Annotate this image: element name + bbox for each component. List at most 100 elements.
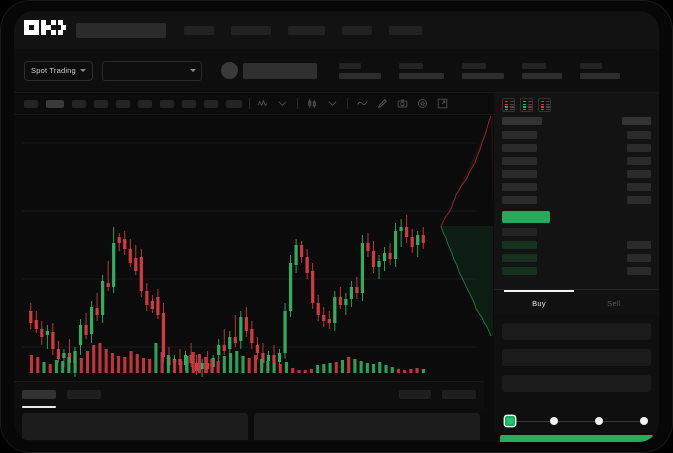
chevron-down-icon[interactable] — [277, 98, 288, 109]
top-navigation-bar — [14, 11, 659, 49]
active-tab-underline — [504, 290, 574, 292]
app-viewport: Spot Trading — [14, 11, 659, 442]
active-tab-underline — [22, 406, 56, 408]
amount-percent-stepper[interactable] — [494, 411, 659, 433]
ask-row-6-price[interactable] — [502, 196, 537, 204]
nav-item-4[interactable] — [342, 25, 372, 35]
toolbar-divider — [249, 98, 250, 109]
ask-row-3-price[interactable] — [502, 157, 537, 165]
bid-row-1-price[interactable] — [502, 228, 537, 236]
place-order-button[interactable] — [500, 435, 653, 442]
timeframe-button-7[interactable] — [160, 99, 174, 108]
timeframe-button-6[interactable] — [138, 99, 152, 108]
stepper-node-3[interactable] — [595, 417, 603, 425]
market-stat-value — [398, 72, 444, 79]
bid-row-4-size[interactable] — [627, 267, 651, 275]
market-type-label: Spot Trading — [31, 66, 76, 75]
indicator-icon[interactable] — [257, 98, 268, 109]
market-stat-label — [398, 62, 423, 69]
ask-row-4-size[interactable] — [627, 170, 651, 178]
market-stat-value — [579, 72, 620, 79]
nav-item-2[interactable] — [231, 25, 271, 35]
stepper-track[interactable] — [508, 421, 644, 423]
candlestick-icon[interactable] — [307, 98, 318, 109]
coin-avatar-icon — [220, 62, 238, 79]
orderbook-spread-price[interactable] — [502, 211, 550, 223]
orderbook-asks-icon[interactable] — [538, 98, 551, 112]
order-amount-field[interactable] — [502, 349, 651, 366]
market-type-selector[interactable]: Spot Trading — [24, 60, 93, 81]
orders-action-2[interactable] — [442, 390, 476, 399]
bottom-panel-1[interactable] — [22, 413, 248, 440]
market-stat-1 — [338, 62, 381, 79]
bottom-panel-2[interactable] — [254, 413, 480, 440]
search-input[interactable] — [76, 22, 166, 38]
ask-row-1-price[interactable] — [502, 131, 537, 139]
tab-buy[interactable]: Buy — [532, 298, 546, 308]
trading-pair-select[interactable] — [101, 60, 202, 81]
market-stat-value — [461, 72, 504, 79]
orders-tab-1[interactable] — [22, 390, 56, 399]
timeframe-button-2[interactable] — [46, 99, 64, 108]
toolbar-divider — [347, 98, 348, 109]
nav-item-3[interactable] — [288, 25, 325, 35]
market-stat-label — [461, 62, 486, 69]
order-price-field[interactable] — [502, 323, 651, 340]
ask-row-2-size[interactable] — [627, 144, 651, 152]
settings-gear-icon[interactable] — [417, 98, 428, 109]
ask-row-5-price[interactable] — [502, 183, 537, 191]
timeframe-button-8[interactable] — [182, 99, 196, 108]
orders-action-1[interactable] — [399, 390, 431, 399]
ask-row-4-price[interactable] — [502, 170, 537, 178]
last-price-value — [242, 62, 317, 79]
orderbook-header-size[interactable] — [622, 117, 651, 125]
market-stat-3 — [461, 62, 504, 79]
orderbook-header-price[interactable] — [502, 117, 542, 125]
okx-logo-icon[interactable] — [24, 20, 66, 40]
camera-snapshot-icon[interactable] — [397, 98, 408, 109]
timeframe-button-5[interactable] — [116, 99, 130, 108]
tab-sell[interactable]: Sell — [607, 298, 621, 308]
orderbook-both-icon[interactable] — [502, 98, 515, 112]
bid-row-3-size[interactable] — [627, 254, 651, 262]
ask-row-1-size[interactable] — [627, 131, 651, 139]
market-stats-group — [338, 62, 620, 79]
timeframe-button-1[interactable] — [24, 99, 38, 108]
market-stat-2 — [398, 62, 444, 79]
timeframe-button-9[interactable] — [204, 99, 218, 108]
drawing-pencil-icon[interactable] — [377, 98, 388, 109]
market-stat-label — [579, 62, 602, 69]
chevron-down-icon[interactable] — [327, 98, 338, 109]
ask-row-6-size[interactable] — [627, 196, 651, 204]
timeframe-button-10[interactable] — [226, 99, 242, 108]
market-stat-4 — [521, 62, 562, 79]
nav-item-1[interactable] — [184, 25, 214, 35]
bid-row-4-price[interactable] — [502, 267, 537, 275]
bid-row-2-price[interactable] — [502, 241, 537, 249]
price-chart[interactable] — [14, 115, 484, 381]
ask-row-3-size[interactable] — [627, 157, 651, 165]
fullscreen-icon[interactable] — [437, 98, 448, 109]
market-stat-value — [338, 72, 381, 79]
line-chart-icon[interactable] — [357, 98, 368, 109]
timeframe-button-4[interactable] — [94, 99, 108, 108]
market-stat-label — [521, 62, 546, 69]
nav-item-5[interactable] — [389, 25, 422, 35]
stepper-node-1[interactable] — [505, 416, 515, 426]
bid-row-2-size[interactable] — [627, 241, 651, 249]
orderbook-bids-icon[interactable] — [520, 98, 533, 112]
ask-row-5-size[interactable] — [627, 183, 651, 191]
orders-tabbar — [14, 381, 484, 409]
market-stat-label — [338, 62, 361, 69]
stepper-node-2[interactable] — [550, 417, 558, 425]
stepper-node-4[interactable] — [640, 417, 648, 425]
orderbook-view-toggles — [494, 93, 659, 112]
timeframe-button-3[interactable] — [72, 99, 86, 108]
bid-row-3-price[interactable] — [502, 254, 537, 262]
orders-tab-2[interactable] — [67, 390, 101, 399]
market-subheader: Spot Trading — [14, 49, 659, 93]
ask-row-2-price[interactable] — [502, 144, 537, 152]
order-total-field[interactable] — [502, 375, 651, 392]
